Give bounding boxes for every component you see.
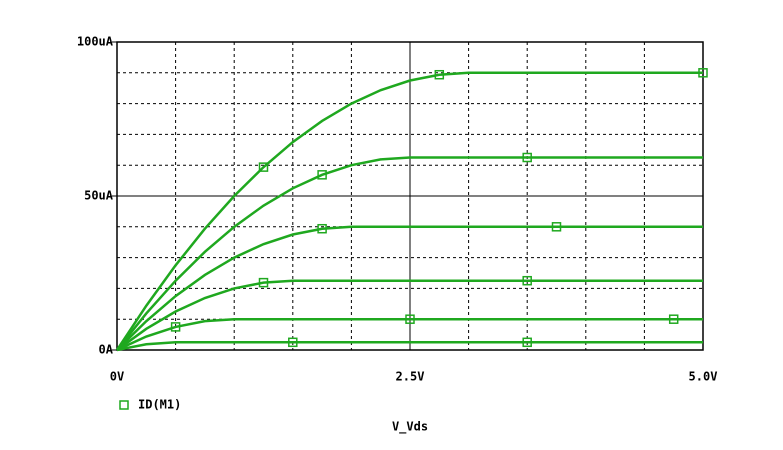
curve-marker — [170, 322, 181, 332]
curve-marker — [405, 314, 415, 324]
x-tick-label: 5.0V — [689, 370, 718, 384]
curve-marker — [522, 337, 532, 348]
curve-marker — [522, 275, 532, 286]
curve-marker — [317, 223, 327, 234]
x-axis-label: V_Vds — [392, 420, 428, 435]
legend-label: ID(M1) — [138, 398, 181, 412]
curve-marker — [434, 69, 445, 80]
legend-marker — [119, 400, 129, 410]
curve — [115, 71, 703, 351]
curve — [116, 341, 703, 352]
y-tick-label: 0A — [99, 343, 114, 357]
plot-frame — [116, 41, 704, 351]
curve — [116, 156, 703, 351]
curve-marker — [668, 314, 679, 324]
x-tick-label: 2.5V — [396, 370, 425, 384]
y-tick-label: 50uA — [84, 189, 114, 203]
y-tick-label: 100uA — [77, 35, 114, 49]
curve-marker — [698, 68, 708, 78]
x-tick-label: 0V — [110, 370, 124, 384]
curve-marker — [258, 277, 269, 288]
curve — [116, 225, 703, 351]
curve-marker — [522, 152, 532, 163]
curve-marker — [551, 222, 562, 232]
curve-marker — [288, 337, 298, 348]
curve — [116, 279, 703, 352]
curve-marker — [258, 162, 269, 172]
curve-marker — [317, 170, 327, 180]
curve — [116, 317, 703, 352]
